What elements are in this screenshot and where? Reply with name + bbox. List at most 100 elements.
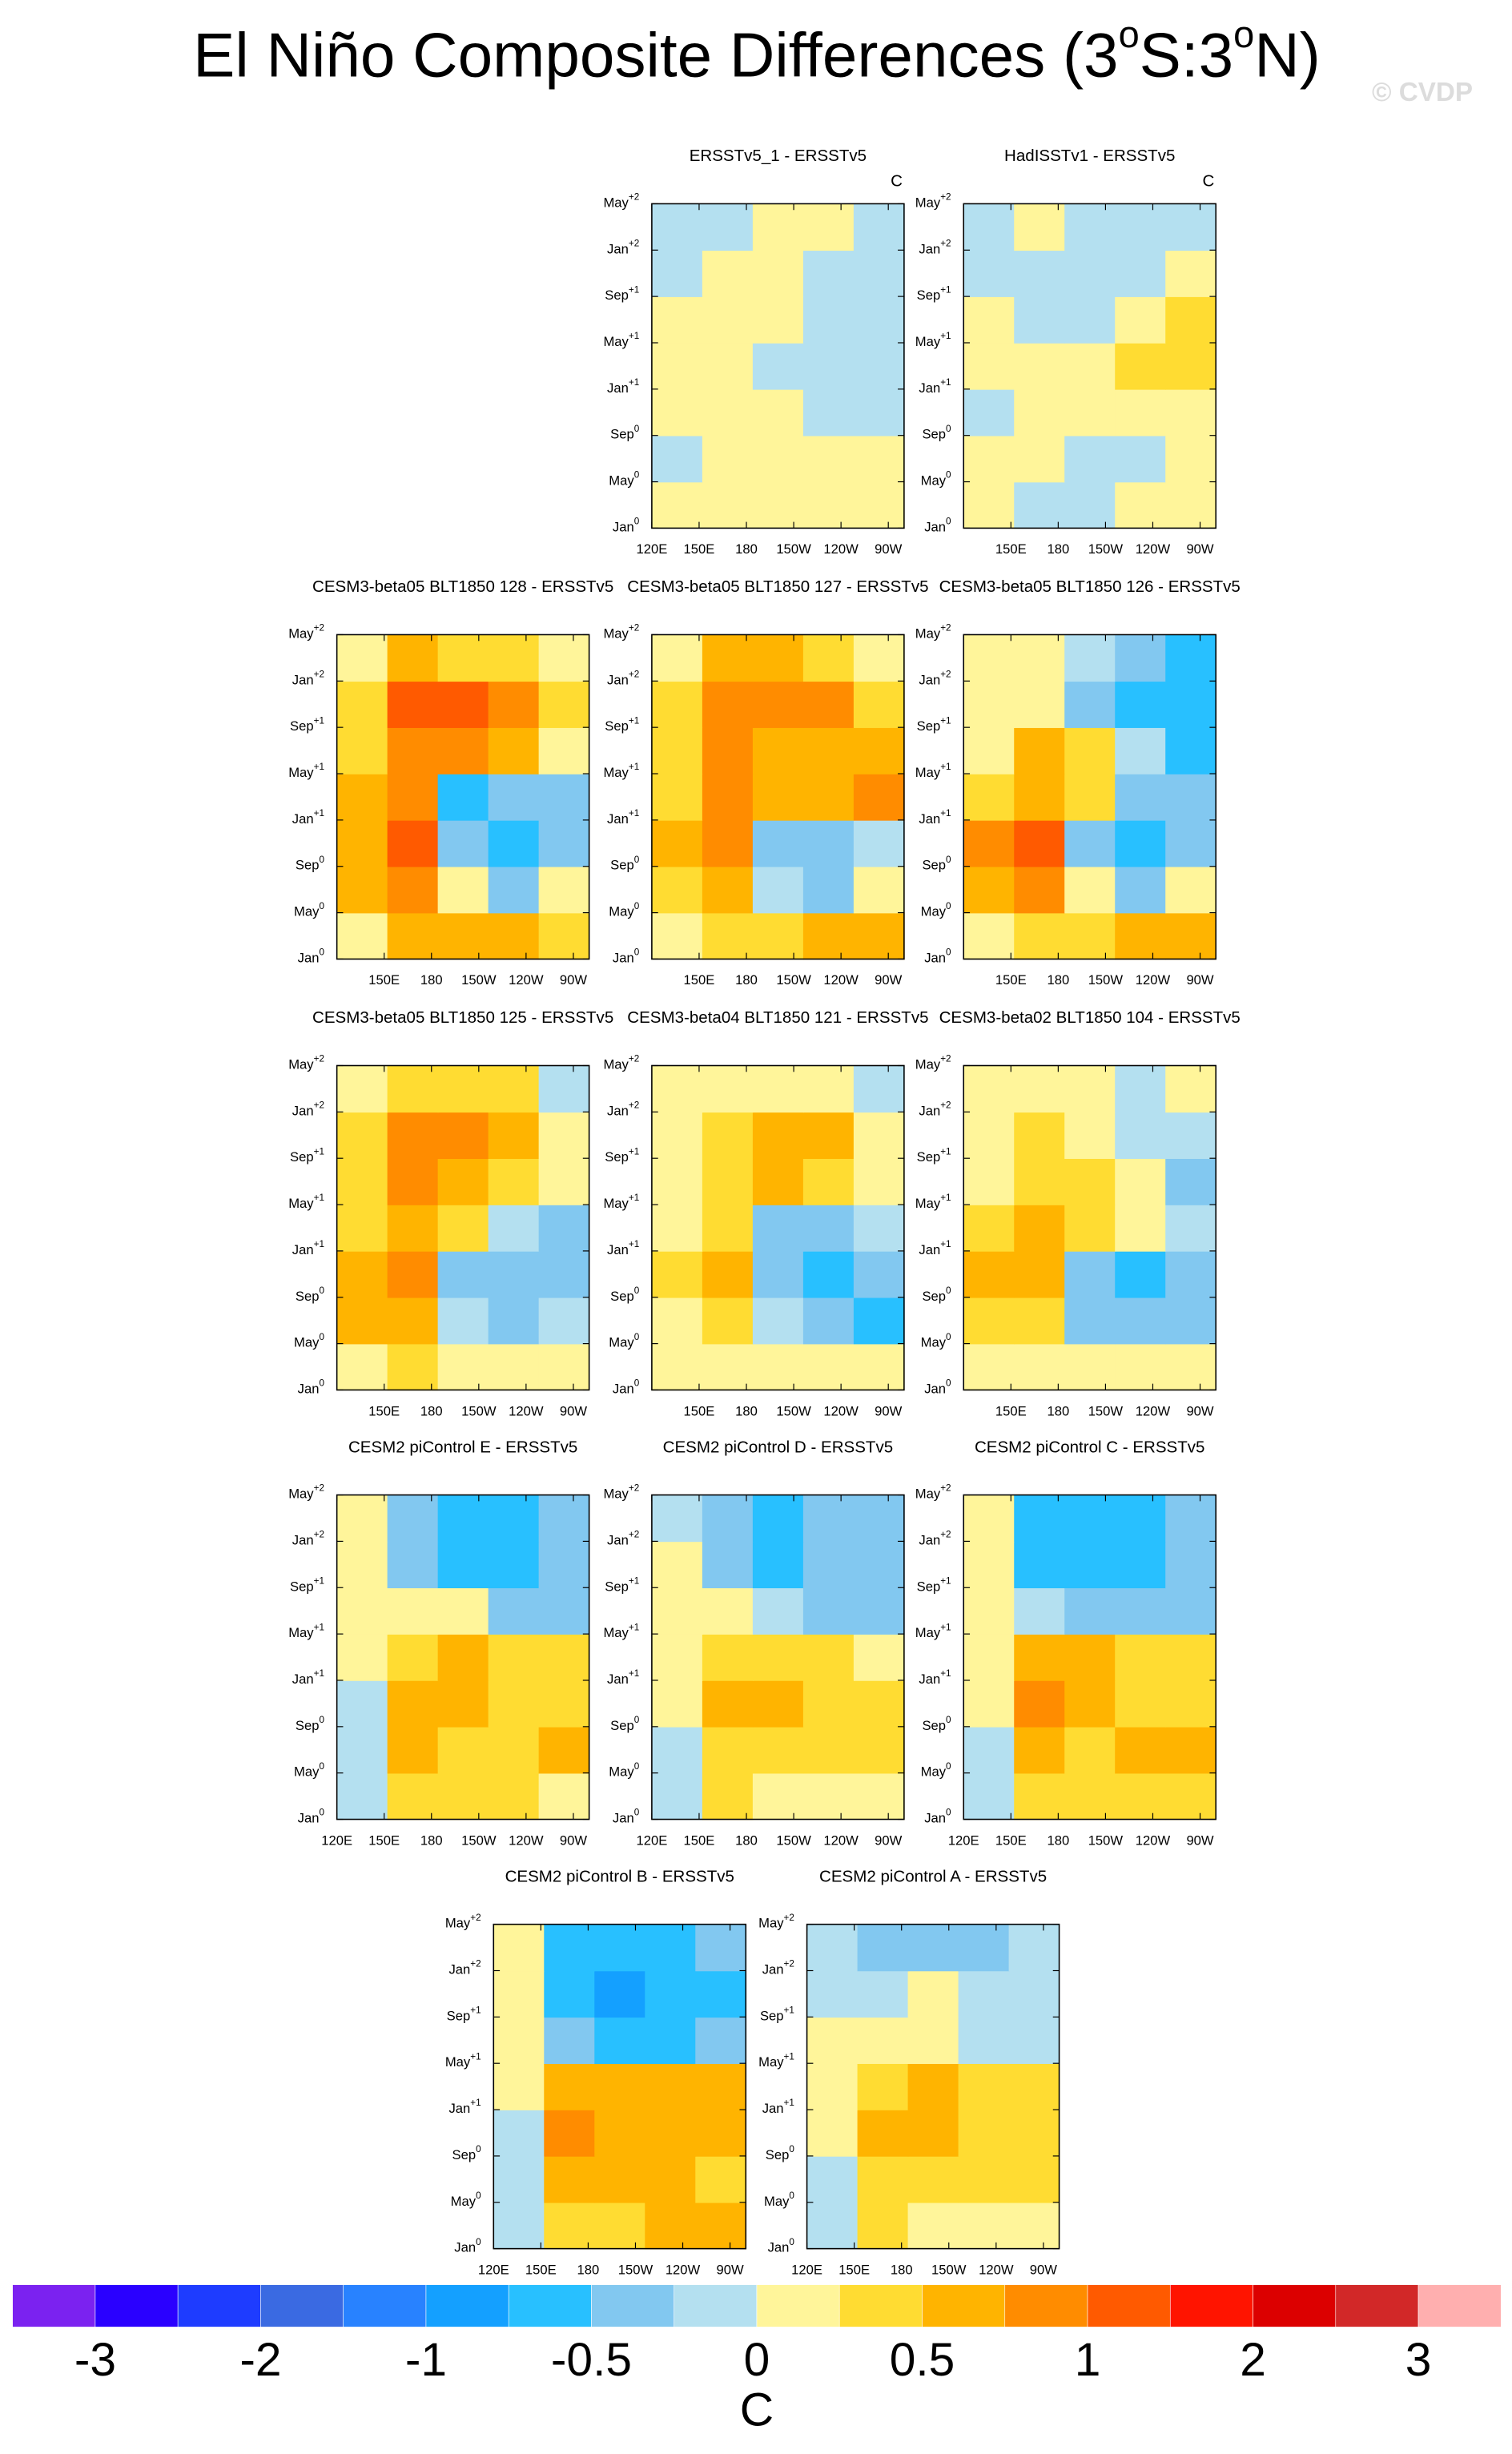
y-tick-label: Jan0: [613, 1808, 640, 1826]
cell: [1115, 681, 1167, 728]
cell: [1014, 681, 1066, 728]
cell: [802, 1158, 855, 1205]
x-tick-label: 180: [1047, 1403, 1069, 1418]
cell: [1115, 866, 1167, 914]
cell: [651, 1250, 703, 1298]
cell: [1064, 1297, 1116, 1345]
cell: [544, 2063, 596, 2110]
y-tick-month: May: [603, 1626, 629, 1641]
y-tick-label: Sep+1: [917, 715, 951, 734]
x-tick-label: 120W: [509, 972, 544, 988]
colorbar-box: [1087, 2284, 1171, 2327]
cell: [651, 866, 703, 914]
x-tick-label: 90W: [560, 1832, 587, 1848]
cell: [437, 1680, 489, 1728]
y-tick-month: Jan: [924, 951, 946, 966]
y-tick-sup: +2: [470, 1913, 481, 1923]
cell: [1165, 342, 1217, 390]
cell: [1115, 1205, 1167, 1252]
x-tick-label: 150E: [684, 1832, 715, 1848]
cell: [963, 1726, 1015, 1774]
cell: [752, 1541, 804, 1589]
cell: [1064, 1726, 1116, 1774]
y-tick-month: Sep: [296, 858, 320, 873]
y-tick-month: Sep: [447, 2009, 471, 2024]
y-tick-sup: +1: [629, 1193, 639, 1203]
x-tick-label: 120E: [948, 1832, 979, 1848]
cell: [702, 1726, 754, 1774]
y-tick-label: Jan+1: [919, 377, 951, 396]
title-part: N): [1254, 19, 1321, 90]
cell: [1014, 435, 1066, 483]
cell: [963, 481, 1015, 529]
cell: [1165, 1634, 1217, 1681]
y-tick-month: Jan: [292, 1104, 314, 1119]
y-tick-month: May: [445, 2055, 471, 2070]
cell: [857, 2063, 909, 2110]
panel-title: CESM2 piControl B - ERSSTv5: [505, 1867, 734, 1885]
panel-title: CESM3-beta05 BLT1850 125 - ERSSTv5: [312, 1008, 613, 1027]
cell: [1064, 1205, 1116, 1252]
cell: [853, 1726, 905, 1774]
cell: [538, 1297, 590, 1345]
cell: [802, 481, 855, 529]
y-tick-month: Jan: [919, 1533, 940, 1548]
cell: [752, 634, 804, 682]
panel-frame: [651, 634, 905, 960]
y-tick-month: Jan: [919, 1104, 940, 1119]
y-tick-sup: +2: [940, 239, 951, 249]
cell: [387, 774, 439, 821]
y-tick-sup: +1: [629, 762, 639, 772]
cell: [752, 819, 804, 867]
x-tick-label: 120W: [823, 541, 859, 557]
cell: [702, 819, 754, 867]
y-tick-label: Sep+1: [290, 1146, 324, 1165]
y-tick-sup: +1: [784, 2098, 794, 2108]
x-tick-label: 180: [735, 541, 758, 557]
cell: [651, 1205, 703, 1252]
cell: [853, 1772, 905, 1820]
cell: [752, 1726, 804, 1774]
cell: [802, 866, 855, 914]
y-tick-month: May: [609, 1764, 634, 1780]
y-tick-month: Jan: [768, 2240, 790, 2255]
x-tick-label: 120W: [509, 1403, 544, 1418]
cell: [387, 1541, 439, 1589]
y-tick-label: Sep0: [610, 855, 640, 873]
cell: [336, 1772, 388, 1820]
y-tick-label: May+1: [603, 331, 639, 349]
y-tick-sup: 0: [634, 1808, 640, 1818]
y-tick-label: Sep0: [610, 424, 640, 442]
cell: [594, 2017, 646, 2064]
y-tick-label: Jan+2: [607, 239, 639, 257]
cell: [958, 1924, 1010, 1972]
colorbar-tick-label: 2: [1240, 2334, 1266, 2386]
colorbar-box: [343, 2284, 427, 2327]
cell: [1014, 1541, 1066, 1589]
y-tick-sup: 0: [634, 901, 640, 911]
cell: [702, 1541, 754, 1589]
x-tick-label: 150E: [684, 972, 715, 988]
cell: [645, 2063, 697, 2110]
y-tick-month: May: [915, 1057, 941, 1072]
y-tick-month: Sep: [766, 2147, 790, 2162]
cell: [806, 2063, 859, 2110]
y-tick-sup: +2: [314, 1483, 324, 1494]
cell: [853, 1297, 905, 1345]
cell: [488, 681, 540, 728]
y-tick-sup: 0: [634, 424, 640, 434]
y-tick-label: Jan+2: [919, 670, 951, 688]
cell: [1115, 774, 1167, 821]
y-tick-sup: +1: [629, 1239, 639, 1249]
y-tick-sup: 0: [946, 517, 951, 527]
cell: [907, 2110, 959, 2157]
cell: [752, 1343, 804, 1391]
y-tick-sup: +1: [940, 1576, 951, 1587]
y-tick-month: Jan: [607, 380, 629, 396]
cell: [853, 774, 905, 821]
y-tick-sup: 0: [946, 424, 951, 434]
y-tick-month: Jan: [448, 1962, 470, 1977]
colorbar-box: [591, 2284, 675, 2327]
cell: [963, 1297, 1015, 1345]
y-tick-label: May0: [921, 1761, 951, 1780]
